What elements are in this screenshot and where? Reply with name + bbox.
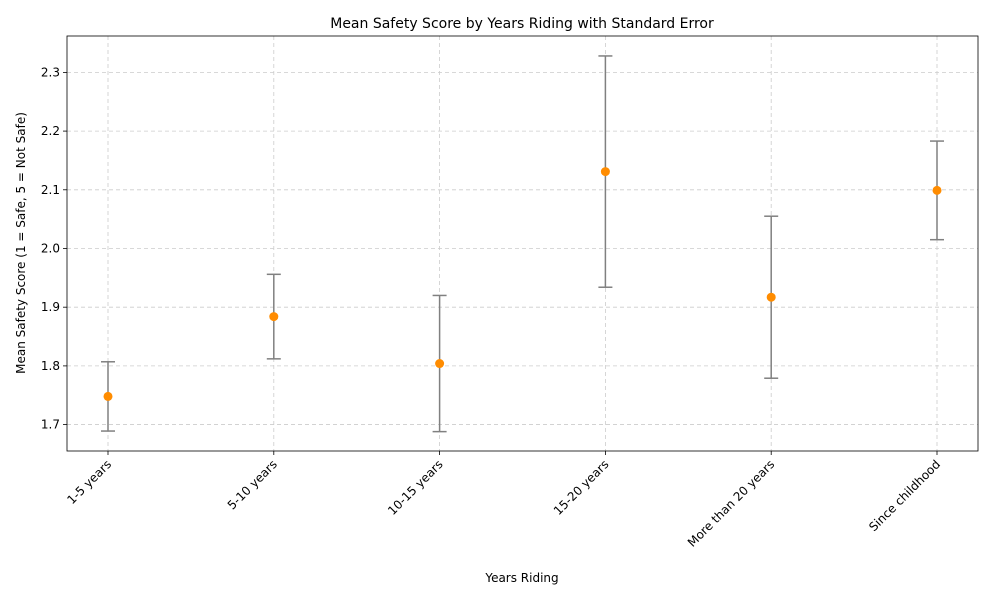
x-tick-label: Since childhood	[866, 457, 943, 534]
error-bars	[101, 55, 944, 433]
data-point	[435, 359, 445, 369]
y-tick-label: 2.2	[41, 124, 60, 138]
y-tick-label: 2.3	[41, 65, 60, 79]
grid	[67, 36, 978, 451]
y-tick-label: 1.9	[41, 300, 60, 314]
y-tick-label: 1.7	[41, 418, 60, 432]
y-axis-ticks: 1.7 1.8 1.9 2.0 2.1 2.2 2.3	[41, 65, 67, 432]
x-tick-label: More than 20 years	[685, 457, 777, 549]
x-tick-label: 10-15 years	[385, 457, 446, 518]
x-axis-ticks: 1-5 years 5-10 years 10-15 years 15-20 year…	[64, 451, 943, 550]
data-points	[103, 167, 942, 401]
chart-title: Mean Safety Score by Years Riding with S…	[330, 16, 714, 32]
data-point	[269, 312, 279, 322]
data-point	[932, 185, 942, 195]
y-tick-label: 2.0	[41, 241, 60, 255]
data-point	[600, 167, 610, 177]
x-tick-label: 5-10 years	[225, 457, 280, 512]
y-tick-label: 2.1	[41, 183, 60, 197]
plot-area-frame	[66, 35, 979, 452]
x-axis-title: Years Riding	[484, 571, 558, 585]
y-axis-title: Mean Safety Score (1 = Safe, 5 = Not Saf…	[14, 112, 28, 374]
data-point	[766, 292, 776, 302]
y-tick-label: 1.8	[41, 359, 60, 373]
x-tick-label: 15-20 years	[551, 457, 612, 518]
x-tick-label: 1-5 years	[64, 457, 114, 507]
data-point	[103, 391, 113, 401]
